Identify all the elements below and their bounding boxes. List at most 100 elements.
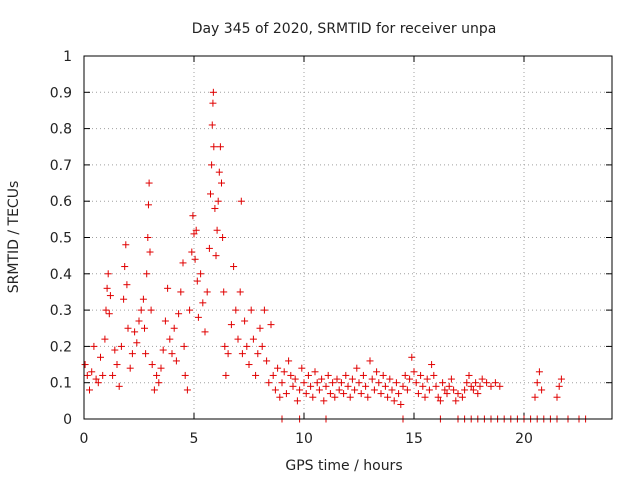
data-point: [362, 382, 370, 390]
data-point: [86, 386, 93, 394]
data-point: [153, 371, 161, 379]
data-point: [113, 361, 121, 369]
data-point: [265, 379, 273, 387]
data-point: [120, 295, 128, 303]
data-point: [412, 379, 420, 387]
data-point: [298, 364, 306, 372]
data-point: [491, 379, 499, 387]
data-point: [123, 281, 131, 289]
data-point: [133, 339, 141, 347]
data-point: [254, 350, 262, 358]
data-point: [213, 226, 221, 234]
data-point: [210, 143, 218, 151]
data-point: [280, 368, 288, 376]
data-point: [193, 277, 201, 285]
data-point: [243, 342, 251, 350]
data-point: [318, 375, 326, 383]
data-point: [414, 390, 422, 398]
data-point: [304, 371, 312, 379]
data-point: [245, 361, 253, 369]
data-point: [222, 371, 230, 379]
data-point: [201, 328, 209, 336]
data-point: [190, 230, 198, 238]
data-point: [467, 382, 475, 390]
data-point: [315, 386, 323, 394]
data-point: [423, 375, 431, 383]
data-point: [263, 357, 271, 365]
data-point: [342, 371, 350, 379]
data-point: [143, 270, 151, 278]
data-point: [425, 386, 433, 394]
x-tick-label: 15: [405, 431, 423, 447]
data-point: [377, 390, 385, 398]
data-point: [237, 197, 245, 205]
data-point: [370, 386, 378, 394]
data-point: [122, 241, 130, 249]
data-point: [192, 226, 200, 234]
data-point: [388, 386, 396, 394]
data-point: [397, 400, 405, 408]
x-tick-label: 0: [80, 431, 89, 447]
data-point: [351, 386, 359, 394]
data-point: [258, 342, 266, 350]
data-point: [256, 324, 264, 332]
data-point: [535, 368, 543, 376]
data-point: [104, 270, 112, 278]
y-tick-label: 0.8: [50, 122, 72, 138]
data-point: [101, 335, 109, 343]
data-point: [230, 263, 238, 271]
data-point: [221, 342, 229, 350]
data-point: [224, 350, 232, 358]
data-point: [320, 397, 328, 405]
data-point: [458, 393, 466, 401]
data-point: [199, 299, 207, 307]
x-tick-label: 20: [515, 431, 533, 447]
data-point: [249, 335, 257, 343]
data-point: [121, 263, 129, 271]
data-point: [212, 252, 220, 260]
data-point: [346, 393, 354, 401]
data-point: [302, 390, 310, 398]
data-point: [344, 382, 352, 390]
data-point: [271, 386, 279, 394]
y-axis-label: SRMTID / TECUs: [6, 181, 22, 294]
data-point: [452, 397, 460, 405]
data-point: [406, 375, 414, 383]
data-point: [428, 361, 436, 369]
data-point: [92, 375, 100, 383]
data-point: [447, 375, 455, 383]
data-point: [322, 382, 330, 390]
data-point: [170, 324, 178, 332]
data-point: [337, 379, 345, 387]
data-point: [399, 382, 407, 390]
y-tick-label: 0.7: [50, 158, 72, 174]
data-point: [469, 386, 477, 394]
data-point: [269, 371, 277, 379]
data-point: [183, 386, 191, 394]
data-point: [436, 397, 444, 405]
data-point: [252, 371, 260, 379]
data-point: [375, 379, 383, 387]
data-point: [211, 204, 219, 212]
data-point: [161, 317, 169, 325]
data-point: [194, 313, 202, 321]
data-point: [147, 306, 155, 314]
data-point: [232, 306, 240, 314]
data-point: [148, 361, 156, 369]
data-point: [386, 375, 394, 383]
data-point: [430, 371, 438, 379]
data-point: [83, 371, 91, 379]
data-point: [155, 379, 163, 387]
data-point: [390, 397, 398, 405]
data-point: [209, 99, 217, 107]
x-tick-label: 5: [190, 431, 199, 447]
data-point: [307, 382, 315, 390]
data-point: [483, 379, 491, 387]
x-tick-label: 10: [295, 431, 313, 447]
data-point: [172, 357, 180, 365]
data-point: [139, 295, 147, 303]
data-point: [142, 350, 150, 358]
data-point: [145, 179, 153, 187]
data-point: [111, 346, 119, 354]
